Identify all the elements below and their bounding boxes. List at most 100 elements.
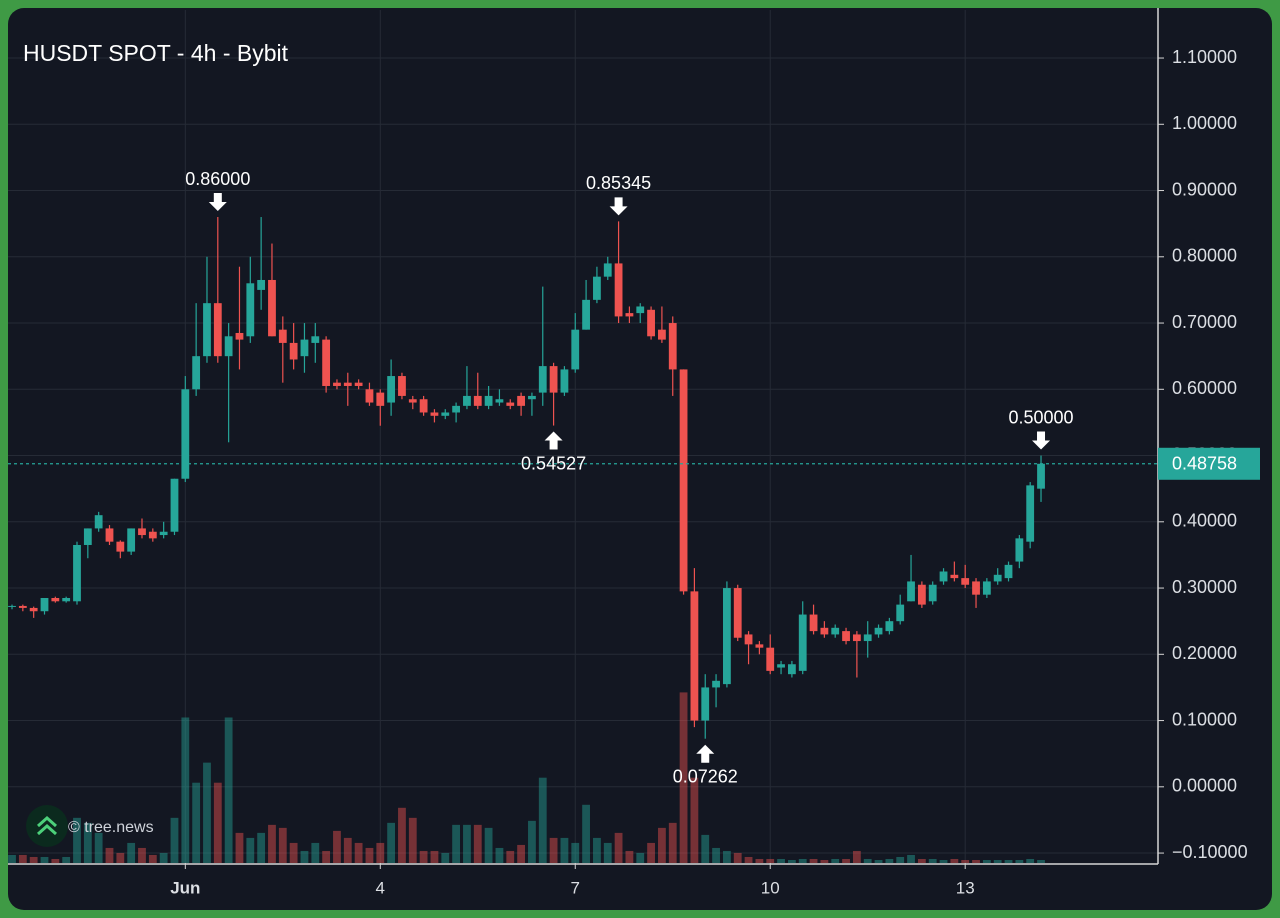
volume-bar: [495, 847, 504, 863]
candle-body: [917, 584, 926, 605]
volume-bar: [148, 854, 157, 863]
candle-body: [733, 588, 742, 638]
candle-body: [203, 303, 211, 357]
volume-bar: [777, 858, 785, 863]
volume-bar: [257, 832, 266, 863]
candle-body: [798, 614, 807, 671]
volume-bar: [625, 850, 634, 863]
x-tick-label: 7: [571, 878, 580, 897]
volume-bar: [62, 856, 71, 863]
candle-body: [679, 369, 688, 592]
volume-bar: [863, 858, 872, 863]
volume-bar: [246, 837, 255, 863]
volume-bar: [593, 837, 601, 863]
annotation-label: 0.86000: [185, 169, 250, 189]
y-tick-label: −0.10000: [1172, 842, 1248, 862]
candle-body: [159, 531, 168, 536]
candle-body: [105, 528, 114, 542]
annotation-label: 0.50000: [1008, 407, 1073, 427]
volume-bar: [701, 834, 710, 863]
candle-body: [549, 366, 558, 393]
candle-body: [408, 399, 417, 403]
x-tick-label: 4: [376, 878, 385, 897]
annotation-label: 0.07262: [673, 766, 738, 786]
y-tick-label: 0.90000: [1172, 179, 1237, 199]
volume-bar: [333, 830, 341, 863]
chart-title: HUSDT SPOT - 4h - Bybit: [23, 40, 289, 66]
panel: [8, 8, 1272, 910]
candle-body: [300, 339, 309, 357]
annotation-label: 0.54527: [521, 453, 586, 473]
volume-bar: [441, 852, 450, 863]
candle-body: [181, 389, 190, 479]
volume-bar: [181, 717, 190, 863]
volume-bar: [950, 858, 959, 863]
candle-body: [29, 607, 38, 612]
candle-body: [116, 541, 125, 552]
volume-bar: [852, 850, 861, 863]
candle-body: [73, 544, 81, 602]
volume-bar: [235, 832, 244, 863]
candle-body: [647, 309, 655, 337]
volume-bar: [538, 777, 547, 863]
volume-bar: [203, 762, 211, 863]
volume-bar: [1026, 858, 1035, 863]
y-tick-label: 1.10000: [1172, 47, 1237, 67]
volume-bar: [376, 842, 385, 863]
candle-body: [1004, 564, 1013, 579]
candle-body: [972, 581, 980, 595]
volume-bar: [939, 859, 948, 863]
candle-body: [224, 336, 233, 357]
volume-bar: [83, 822, 92, 863]
candle-body: [863, 634, 872, 642]
y-tick-label: 0.10000: [1172, 709, 1237, 729]
volume-bar: [993, 859, 1002, 863]
volume-bar: [322, 850, 331, 863]
candle-body: [603, 263, 612, 277]
candle-body: [625, 313, 634, 317]
candle-body: [842, 631, 850, 642]
volume-bar: [419, 850, 428, 863]
volume-bar: [917, 858, 926, 863]
x-tick-label: 13: [956, 878, 975, 897]
y-tick-label: 0.60000: [1172, 378, 1237, 398]
candle-body: [571, 329, 580, 370]
volume-bar: [127, 842, 136, 863]
candle-body: [885, 621, 894, 632]
volume-bar: [463, 824, 471, 863]
candle-body: [51, 597, 60, 602]
candle-body: [94, 515, 103, 529]
volume-bar: [1037, 859, 1045, 863]
candle-body: [831, 627, 840, 635]
candle-body: [170, 478, 179, 532]
y-tick-label: 0.30000: [1172, 577, 1237, 597]
volume-bar: [224, 717, 233, 863]
annotation-arrow: [696, 744, 715, 763]
volume-bar: [408, 817, 417, 863]
candle-body: [712, 680, 720, 688]
candle-body: [874, 627, 883, 635]
candle-body: [950, 574, 959, 579]
candle-body: [148, 531, 157, 539]
candle-body: [820, 627, 829, 635]
candle-body: [787, 664, 796, 675]
volume-bar: [116, 852, 125, 863]
candle-body: [658, 329, 666, 340]
volume-bar: [614, 832, 623, 863]
candle-body: [343, 382, 352, 386]
candle-body: [441, 412, 450, 416]
y-tick-label: 0.80000: [1172, 246, 1237, 266]
candle-body: [614, 263, 623, 317]
volume-bar: [733, 852, 742, 863]
candle-body: [690, 591, 699, 721]
candle-body: [419, 399, 428, 413]
volume-bar: [398, 807, 406, 863]
volume-bar: [907, 854, 915, 863]
candle-body: [722, 588, 731, 685]
candle-body: [246, 283, 255, 337]
volume-bar: [1004, 859, 1013, 863]
candle-body: [192, 356, 201, 390]
candle-body: [528, 395, 536, 400]
volume-bar: [722, 850, 731, 863]
candle-body: [777, 664, 785, 668]
